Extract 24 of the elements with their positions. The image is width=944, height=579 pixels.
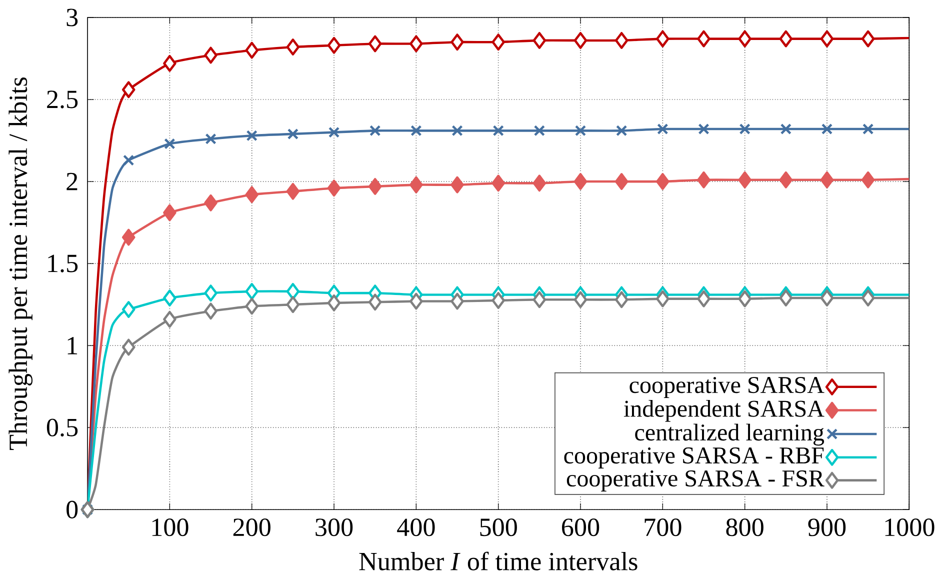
- legend-label: independent SARSA: [624, 400, 824, 422]
- x-tick-label: 700: [644, 518, 682, 536]
- x-tick-label: 300: [316, 518, 353, 536]
- y-tick-label: 2: [66, 172, 78, 190]
- y-tick-label: 0.5: [46, 418, 78, 436]
- x-tick-label: 600: [562, 518, 600, 536]
- y-axis-title: Throughput per time interval / kbits: [8, 77, 32, 450]
- x-tick-label: 500: [480, 518, 517, 536]
- y-tick-label: 1: [68, 336, 78, 354]
- x-tick-label: 1000: [885, 518, 934, 536]
- x-tick-label: 900: [808, 518, 846, 536]
- x-tick-label: 800: [726, 518, 764, 536]
- y-tick-label: 1.5: [48, 254, 78, 272]
- x-tick-label: 100: [152, 518, 188, 536]
- y-tick-label: 0: [66, 500, 78, 518]
- y-tick-label: 3: [66, 8, 78, 26]
- legend-label: cooperative SARSA: [630, 376, 824, 398]
- x-tick-label: 200: [233, 518, 270, 536]
- x-axis-title: Number I of time intervals: [359, 552, 638, 570]
- legend-label: cooperative SARSA - RBF: [564, 447, 824, 468]
- y-tick-label: 2.5: [47, 90, 78, 108]
- legend-label: cooperative SARSA - FSR: [566, 470, 824, 492]
- legend-label: centralized learning: [635, 424, 824, 446]
- x-tick-label: 400: [397, 518, 435, 536]
